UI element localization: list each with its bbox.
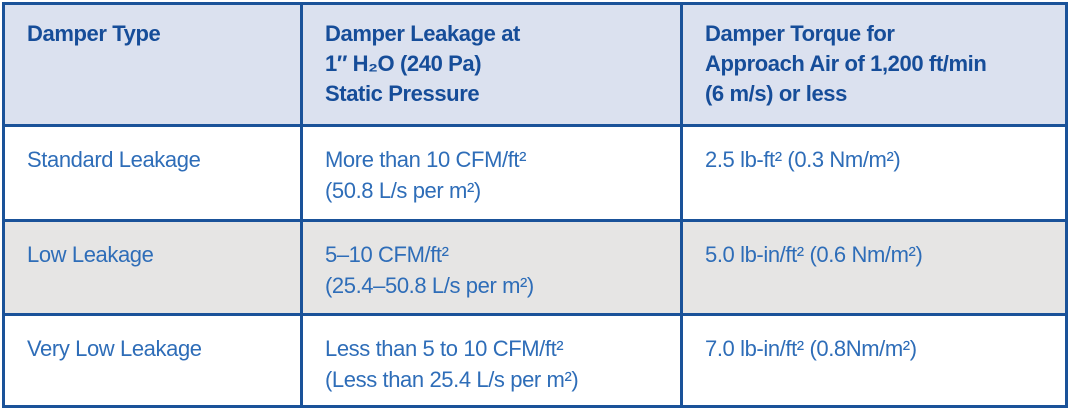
table-row-low-leakage: Low Leakage 5–10 CFM/ft² (25.4–50.8 L/s … bbox=[2, 219, 1068, 316]
header-damper-torque: Damper Torque for Approach Air of 1,200 … bbox=[680, 2, 1068, 127]
table-row-standard-leakage: Standard Leakage More than 10 CFM/ft² (5… bbox=[2, 124, 1068, 222]
header-damper-leakage: Damper Leakage at 1″ H₂O (240 Pa) Static… bbox=[300, 2, 683, 127]
cell-torque-value: 5.0 lb-in/ft² (0.6 Nm/m²) bbox=[680, 219, 1068, 316]
cell-damper-type: Low Leakage bbox=[2, 219, 303, 316]
cell-torque-value: 7.0 lb-in/ft² (0.8Nm/m²) bbox=[680, 313, 1068, 408]
cell-torque-value: 2.5 lb-ft² (0.3 Nm/m²) bbox=[680, 124, 1068, 222]
table-header-row: Damper Type Damper Leakage at 1″ H₂O (24… bbox=[2, 2, 1068, 127]
cell-leakage-value: More than 10 CFM/ft² (50.8 L/s per m²) bbox=[300, 124, 683, 222]
cell-damper-type: Very Low Leakage bbox=[2, 313, 303, 408]
table-row-very-low-leakage: Very Low Leakage Less than 5 to 10 CFM/f… bbox=[2, 313, 1068, 408]
header-damper-type: Damper Type bbox=[2, 2, 303, 127]
cell-leakage-value: 5–10 CFM/ft² (25.4–50.8 L/s per m²) bbox=[300, 219, 683, 316]
cell-damper-type: Standard Leakage bbox=[2, 124, 303, 222]
cell-leakage-value: Less than 5 to 10 CFM/ft² (Less than 25.… bbox=[300, 313, 683, 408]
